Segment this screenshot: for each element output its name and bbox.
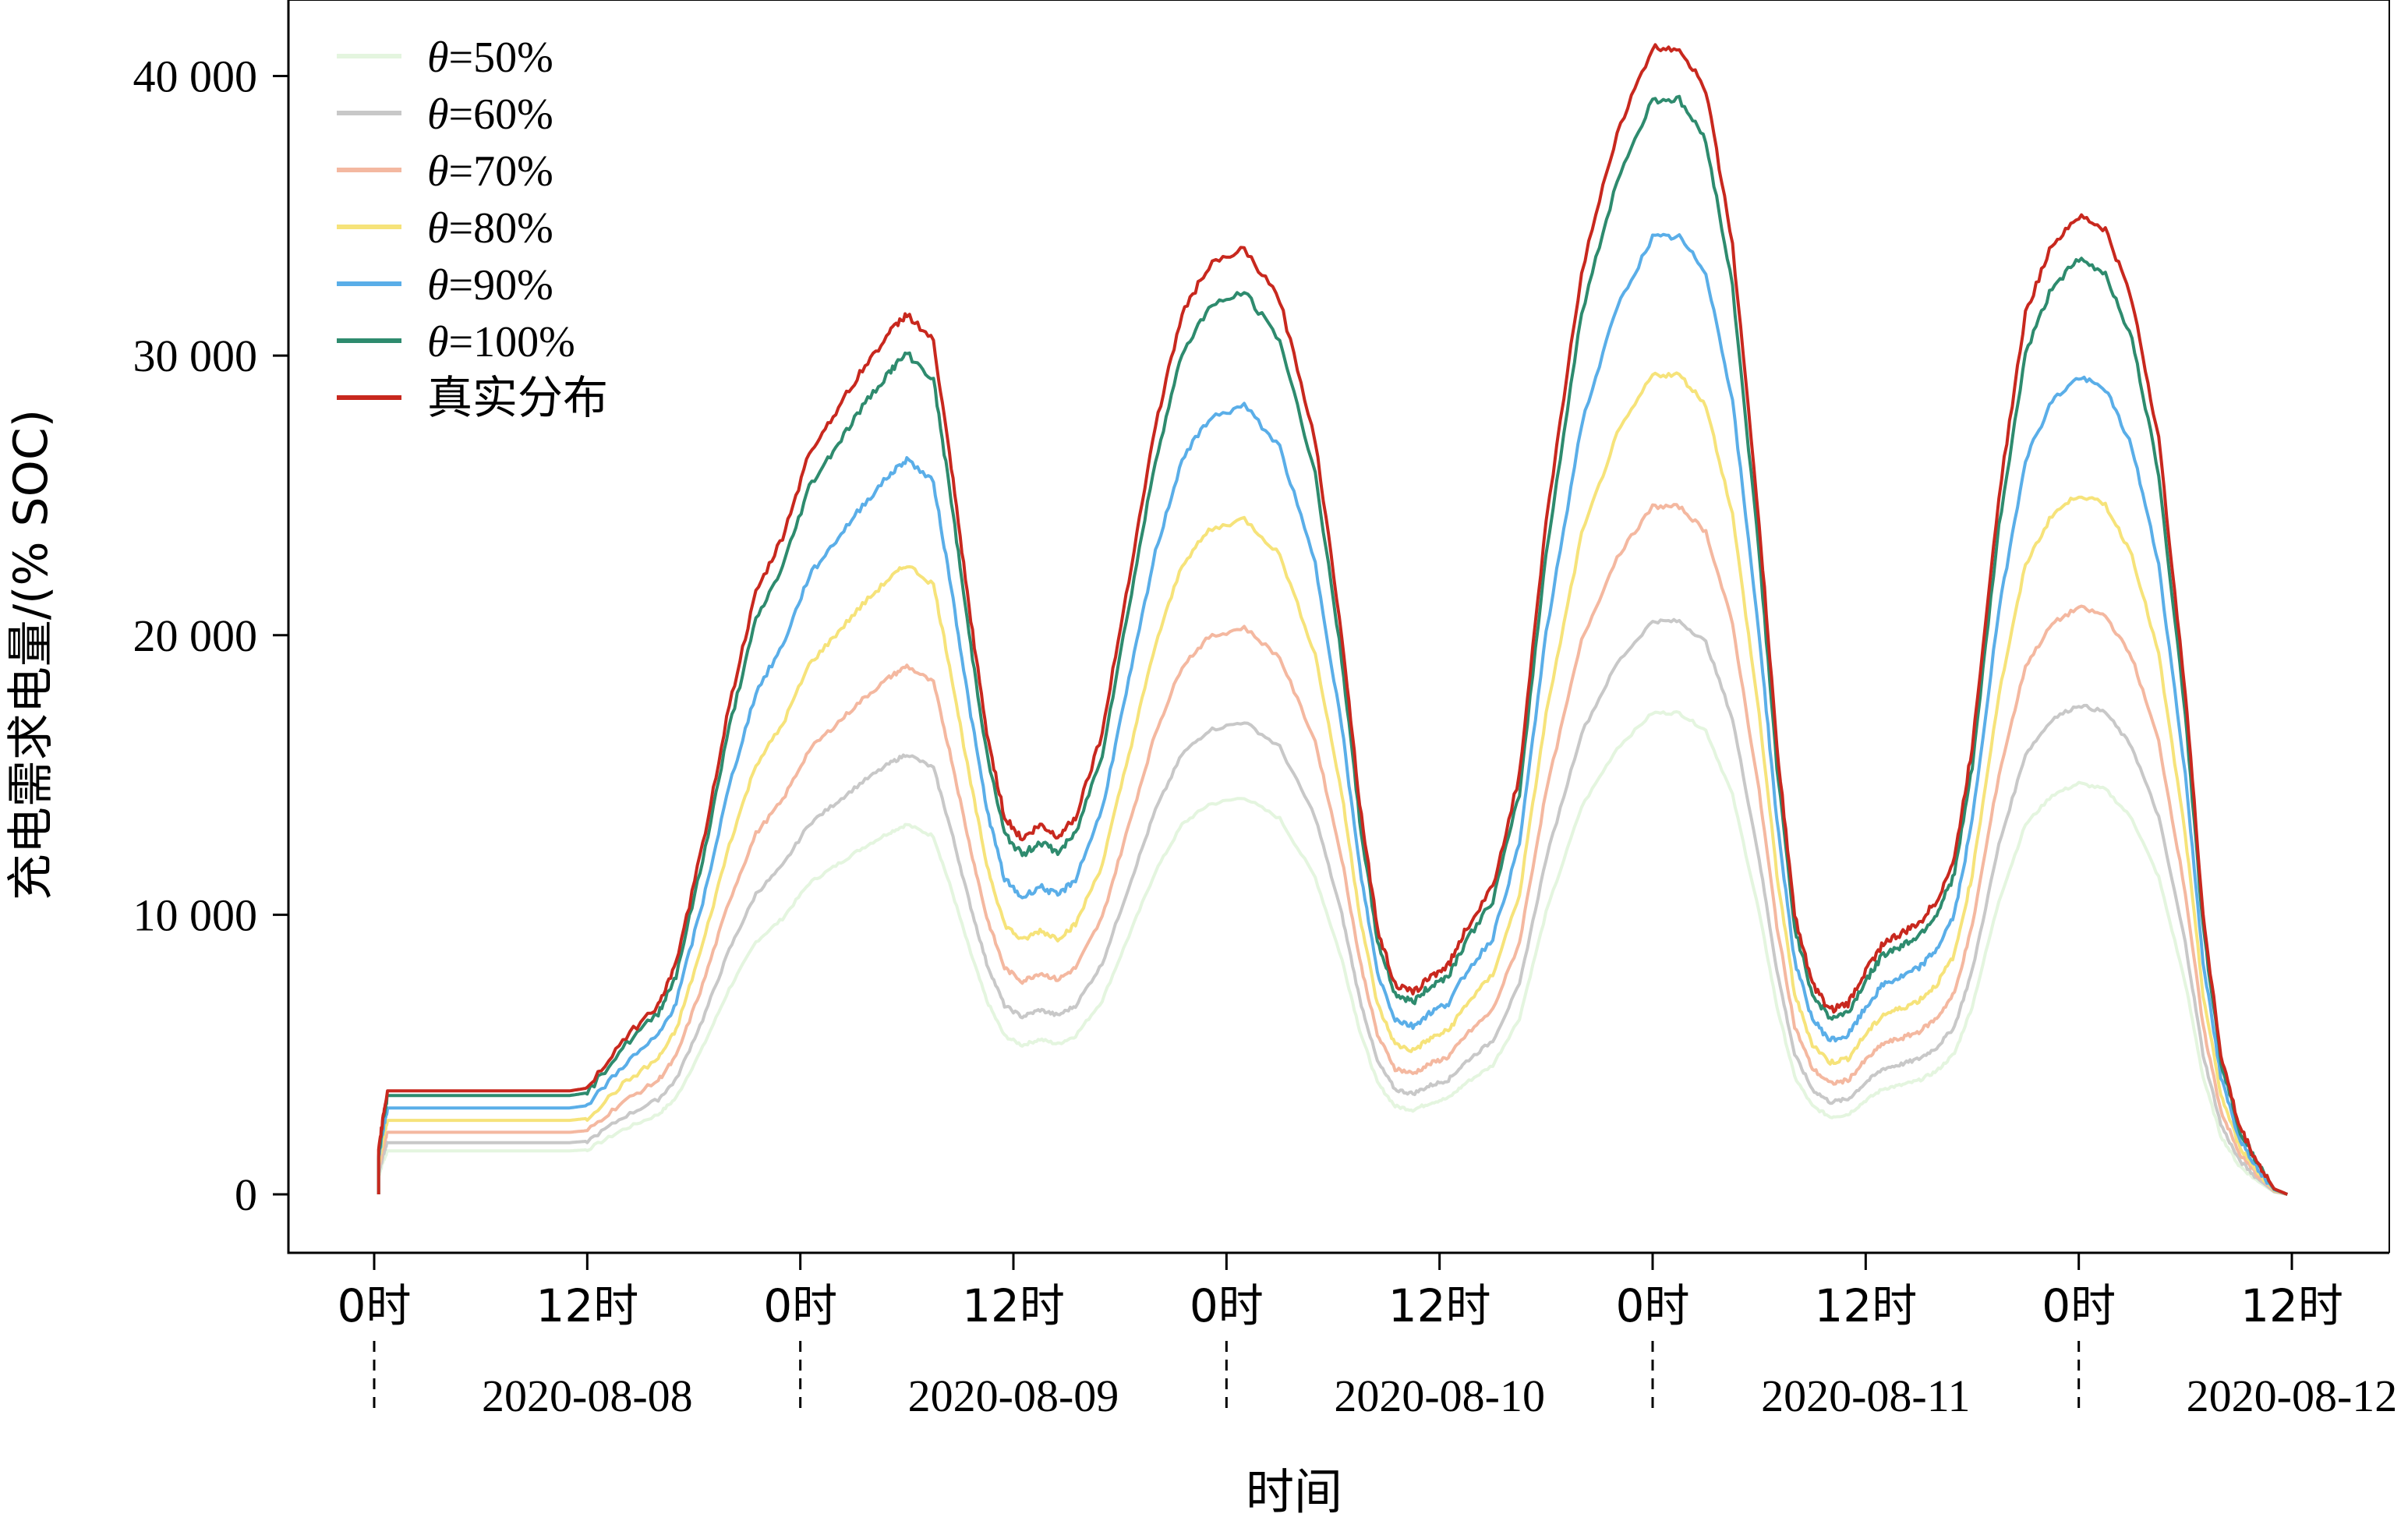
- legend-label: θ=80%: [427, 204, 553, 253]
- y-tick-label: 0: [235, 1169, 257, 1220]
- x-tick-label: 0时: [763, 1279, 837, 1332]
- date-label: 2020-08-11: [1761, 1371, 1970, 1421]
- legend-label: θ=90%: [427, 261, 553, 310]
- x-tick-label: 12时: [536, 1279, 638, 1332]
- series-line: [377, 503, 2288, 1196]
- plot-frame: [287, 0, 2390, 1254]
- legend-label: θ=50%: [427, 34, 553, 82]
- legend-label-value: 真实分布: [427, 371, 608, 424]
- y-axis: 0 10 000 20 000 30 000 40 000: [133, 51, 288, 1220]
- y-axis-label: 充电需求电量/(% SOC): [4, 409, 58, 900]
- x-axis-label: 时间: [1246, 1463, 1342, 1520]
- legend-label-value: =60%: [449, 90, 553, 139]
- date-label: 2020-08-08: [482, 1371, 693, 1421]
- series-line: [377, 232, 2288, 1196]
- x-tick-label: 0时: [1190, 1279, 1264, 1332]
- x-tick-label: 0时: [338, 1279, 412, 1332]
- series-line: [377, 94, 2289, 1196]
- legend-label: θ=70%: [427, 147, 553, 196]
- date-label: 2020-08-12: [2187, 1371, 2398, 1421]
- legend-label-value: =80%: [449, 204, 553, 253]
- series-line: [377, 43, 2289, 1196]
- legend-label: 真实分布: [427, 371, 608, 424]
- legend-label-symbol: θ: [427, 261, 449, 310]
- series-line: [377, 371, 2288, 1196]
- x-tick-label: 0时: [1616, 1279, 1690, 1332]
- legend-label-symbol: θ: [427, 318, 449, 366]
- y-tick-label: 20 000: [133, 610, 258, 661]
- x-tick-label: 12时: [2240, 1279, 2343, 1332]
- date-label: 2020-08-10: [1334, 1371, 1545, 1421]
- axis-spine: [287, 0, 2389, 1254]
- series-lines: [377, 43, 2289, 1196]
- legend-label-symbol: θ: [427, 34, 449, 82]
- axis-spine-top-right: [288, 0, 2390, 1253]
- legend-label-symbol: θ: [427, 147, 449, 196]
- y-tick-label: 30 000: [133, 331, 258, 381]
- legend-label-symbol: θ: [427, 204, 449, 253]
- x-tick-label: 12时: [1388, 1279, 1491, 1332]
- x-tick-label: 0时: [2042, 1279, 2116, 1332]
- series-line: [377, 710, 2288, 1196]
- x-tick-label: 12时: [962, 1279, 1065, 1332]
- date-label: 2020-08-09: [908, 1371, 1119, 1421]
- legend-label-value: =70%: [449, 147, 553, 196]
- legend-label-value: =100%: [449, 318, 575, 366]
- legend-label: θ=60%: [427, 90, 553, 139]
- legend-label-value: =90%: [449, 261, 553, 310]
- x-tick-label: 12时: [1814, 1279, 1917, 1332]
- legend: θ=50%θ=60%θ=70%θ=80%θ=90%θ=100%真实分布: [337, 34, 608, 424]
- legend-label-symbol: θ: [427, 90, 449, 139]
- y-tick-label: 40 000: [133, 51, 258, 102]
- series-line: [377, 617, 2288, 1196]
- legend-label: θ=100%: [427, 318, 575, 366]
- x-axis: 0时 12时 0时 12时 0时 12时 0时 12时 0时 12时 2020-08-08 2020-…: [338, 1253, 2398, 1421]
- y-tick-label: 10 000: [133, 890, 258, 940]
- legend-label-value: =50%: [449, 34, 553, 82]
